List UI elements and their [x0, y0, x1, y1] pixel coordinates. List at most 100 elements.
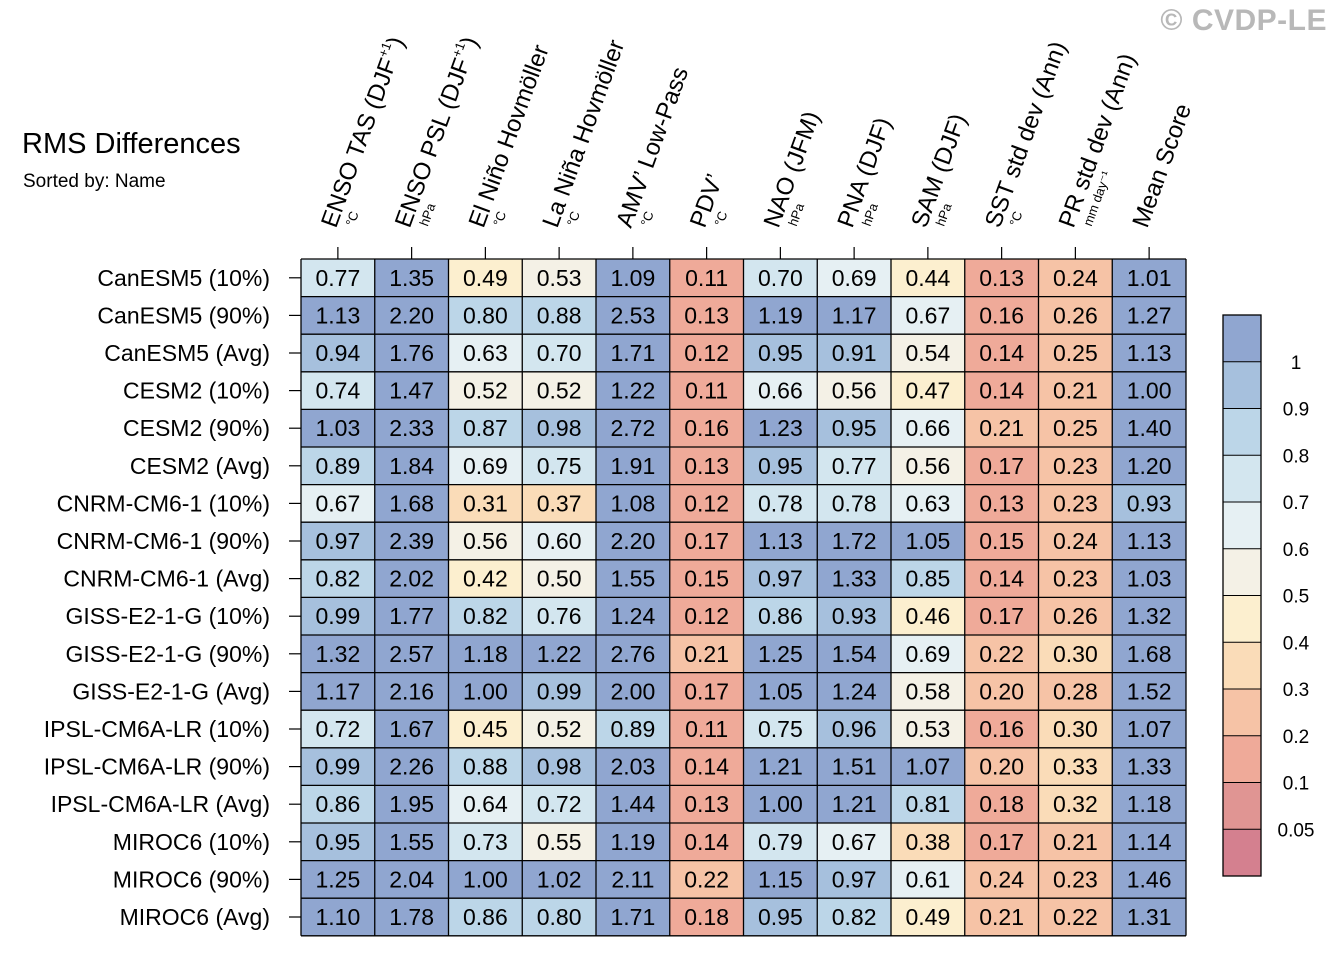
colorbar-box	[1223, 782, 1261, 830]
heatmap-cell	[743, 559, 818, 598]
heatmap-cell	[596, 672, 670, 711]
heatmap-cell	[448, 710, 523, 748]
colorbar-box	[1223, 829, 1261, 876]
heatmap-cell	[374, 334, 449, 372]
heatmap-cell	[817, 484, 891, 523]
colorbar-box	[1223, 595, 1261, 643]
cell-value-label: 0.88	[537, 302, 582, 328]
heatmap-cell	[522, 785, 596, 823]
cell-value-label: 1.77	[389, 603, 434, 629]
cell-value-label: 0.13	[684, 453, 729, 479]
cell-value-label: 0.95	[758, 453, 803, 479]
cell-value-label: 2.20	[610, 528, 655, 554]
cell-value-label: 0.11	[685, 378, 728, 404]
cell-value-label: 2.53	[610, 302, 655, 328]
heatmap-cell	[522, 409, 596, 447]
cell-value-label: 1.14	[1127, 829, 1172, 855]
cell-value-label: 1.35	[389, 265, 434, 291]
heatmap-cell	[1112, 334, 1186, 372]
cell-value-label: 1.78	[389, 904, 434, 930]
heatmap-cell	[669, 296, 744, 335]
heatmap-cell	[301, 860, 375, 899]
column-label: ENSO TAS (DJF+1)	[314, 33, 410, 231]
colorbar-label: 0.4	[1283, 633, 1310, 654]
heatmap-cell	[1038, 334, 1113, 372]
heatmap-cell	[301, 334, 375, 372]
heatmap-cell	[1038, 710, 1113, 748]
cell-value-label: 0.24	[1053, 265, 1098, 291]
heatmap-cell	[891, 635, 965, 673]
cell-value-label: 0.70	[758, 265, 803, 291]
heatmap-cell	[1112, 785, 1186, 823]
heatmap-cell	[817, 672, 891, 711]
heatmap-cell	[964, 334, 1039, 372]
heatmap-cell	[964, 635, 1039, 673]
cell-value-label: 2.33	[389, 415, 434, 441]
heatmap-cell	[743, 785, 818, 823]
colorbar-label: 0.7	[1283, 493, 1309, 514]
chart-title: RMS Differences	[22, 128, 241, 160]
row-label: GISS-E2-1-G (10%)	[66, 603, 271, 629]
colorbar-label: 0.3	[1283, 680, 1309, 701]
heatmap-cell	[964, 597, 1039, 635]
cell-value-label: 0.16	[979, 716, 1024, 742]
heatmap-cell	[596, 747, 670, 786]
heatmap-cell	[743, 447, 818, 485]
heatmap-cell	[596, 484, 670, 523]
heatmap-cell	[522, 898, 596, 936]
heatmap-cell	[743, 371, 818, 410]
cell-value-label: 1.33	[832, 566, 877, 592]
cell-value-label: 1.18	[1127, 791, 1172, 817]
row-label: CanESM5 (90%)	[97, 302, 270, 328]
cell-value-label: 2.16	[389, 678, 434, 704]
heatmap-cell	[1038, 635, 1113, 673]
cell-value-label: 0.23	[1053, 453, 1098, 479]
heatmap-cell	[964, 710, 1039, 748]
heatmap-cell	[301, 259, 375, 297]
heatmap-cell	[891, 672, 965, 711]
heatmap-cell	[448, 860, 523, 899]
cell-value-label: 2.20	[389, 302, 434, 328]
cell-value-label: 0.24	[1053, 528, 1098, 554]
heatmap-cell	[374, 371, 449, 410]
cell-value-label: 0.54	[905, 340, 950, 366]
cell-value-label: 0.66	[758, 378, 803, 404]
cell-value-label: 1.17	[832, 302, 877, 328]
heatmap-cell	[522, 559, 596, 598]
cell-value-label: 0.28	[1053, 678, 1098, 704]
heatmap-cell	[522, 860, 596, 899]
cell-value-label: 2.03	[610, 754, 655, 780]
cell-value-label: 1.10	[315, 904, 360, 930]
cell-value-label: 0.14	[979, 378, 1024, 404]
column-label-superscript: +1	[449, 40, 468, 59]
cell-value-label: 1.01	[1127, 265, 1172, 291]
heatmap-cell	[1038, 860, 1113, 899]
heatmap-cell	[1112, 371, 1186, 410]
heatmap-cell	[817, 785, 891, 823]
cell-value-label: 1.00	[758, 791, 803, 817]
cell-value-label: 1.00	[463, 866, 508, 892]
cell-value-label: 1.67	[389, 716, 434, 742]
heatmap-cell	[964, 672, 1039, 711]
cell-value-label: 0.86	[463, 904, 508, 930]
cell-value-label: 0.42	[463, 566, 508, 592]
cell-value-label: 0.21	[979, 415, 1024, 441]
heatmap-cell	[964, 898, 1039, 936]
cell-value-label: 0.21	[979, 904, 1024, 930]
heatmap-cell	[1112, 747, 1186, 786]
cell-value-label: 0.30	[1053, 641, 1098, 667]
heatmap-cell	[1038, 259, 1113, 297]
cell-value-label: 0.18	[979, 791, 1024, 817]
cell-value-label: 2.39	[389, 528, 434, 554]
heatmap-cell	[743, 710, 818, 748]
cell-value-label: 1.00	[463, 678, 508, 704]
heatmap-cell	[669, 898, 744, 936]
heatmap-cell	[1112, 635, 1186, 673]
heatmap-cell	[743, 635, 818, 673]
cell-value-label: 0.89	[315, 453, 360, 479]
heatmap-cell	[448, 409, 523, 447]
cell-value-label: 0.95	[758, 904, 803, 930]
cell-value-label: 0.53	[905, 716, 950, 742]
heatmap-cell	[891, 522, 965, 560]
